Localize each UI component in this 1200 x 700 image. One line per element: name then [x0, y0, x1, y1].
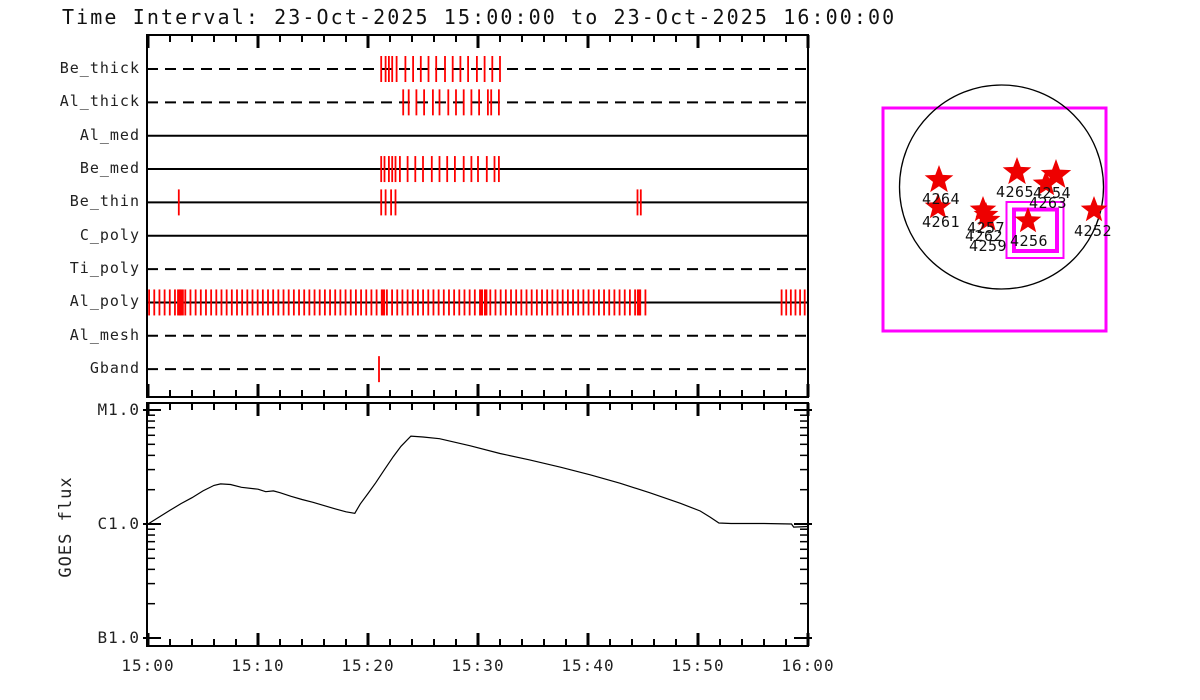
active-region-star-4261: [924, 193, 952, 219]
time-label-15:50: 15:50: [671, 656, 725, 675]
active-region-label-4261: 4261: [921, 213, 961, 231]
goes-ytick-B1.0: B1.0: [97, 628, 140, 647]
time-label-16:00: 16:00: [781, 656, 835, 675]
fov-target-box-1: [1012, 207, 1059, 253]
exposure-ticks-Be_med: [380, 156, 500, 183]
filter-label-Gband: Gband: [89, 359, 140, 378]
page-title: Time Interval: 23-Oct-2025 15:00:00 to 2…: [62, 5, 897, 29]
filter-label-Be_thin: Be_thin: [69, 192, 140, 211]
filter-label-Al_mesh: Al_mesh: [69, 325, 140, 344]
active-region-star-4257: [969, 196, 997, 222]
active-region-star-4256: [1014, 207, 1042, 233]
filter-label-Al_med: Al_med: [79, 125, 140, 144]
active-region-label-4263: 4263: [1028, 194, 1068, 212]
goes-ytick-M1.0: M1.0: [97, 400, 140, 419]
active-region-star-4259: [975, 207, 1001, 231]
active-region-star-4254: [1040, 159, 1072, 188]
filter-label-Ti_poly: Ti_poly: [69, 259, 140, 278]
filter-label-C_poly: C_poly: [79, 225, 140, 244]
active-region-label-4254: 4254: [1032, 184, 1072, 202]
time-label-15:00: 15:00: [121, 656, 175, 675]
goes-panel-border: [146, 402, 809, 647]
active-region-label-4264: 4264: [921, 190, 961, 208]
fov-outer-box: [881, 106, 1108, 333]
time-label-15:40: 15:40: [561, 656, 615, 675]
time-label-15:20: 15:20: [341, 656, 395, 675]
active-region-label-4257: 4257: [966, 219, 1006, 237]
goes-ytick-C1.0: C1.0: [97, 514, 140, 533]
exposure-ticks-Be_thick: [380, 56, 501, 82]
time-label-15:30: 15:30: [451, 656, 505, 675]
solar-disk-map: [881, 84, 1108, 333]
exposure-panel-border: [146, 34, 809, 398]
filter-label-Be_med: Be_med: [79, 159, 140, 178]
active-region-star-4263: [1032, 170, 1060, 196]
solar-limb-circle: [898, 84, 1105, 290]
fov-target-box-0: [1005, 201, 1065, 259]
active-region-star-4252: [1080, 196, 1108, 222]
filter-label-Al_thick: Al_thick: [59, 92, 140, 111]
exposure-ticks-Al_poly: [148, 289, 806, 316]
active-region-star-4265: [1002, 157, 1032, 185]
active-region-star-4264: [924, 165, 954, 193]
filter-label-Al_poly: Al_poly: [69, 292, 140, 311]
exposure-ticks-Al_thick: [402, 89, 500, 116]
active-region-label-4252: 4252: [1073, 222, 1113, 240]
goes-flux-curve: [147, 435, 809, 528]
exposure-ticks-Be_thin: [177, 189, 642, 216]
active-region-label-4256: 4256: [1009, 232, 1049, 250]
goes-axis-title: GOES flux: [56, 476, 76, 578]
time-label-15:10: 15:10: [231, 656, 285, 675]
active-region-label-4262: 4262: [964, 227, 1004, 245]
filter-label-Be_thick: Be_thick: [59, 59, 140, 77]
goes-flux-panel: [143, 402, 812, 647]
active-region-label-4259: 4259: [968, 237, 1008, 255]
exposure-timeline-panel: [146, 34, 810, 398]
active-region-label-4265: 4265: [995, 183, 1035, 201]
